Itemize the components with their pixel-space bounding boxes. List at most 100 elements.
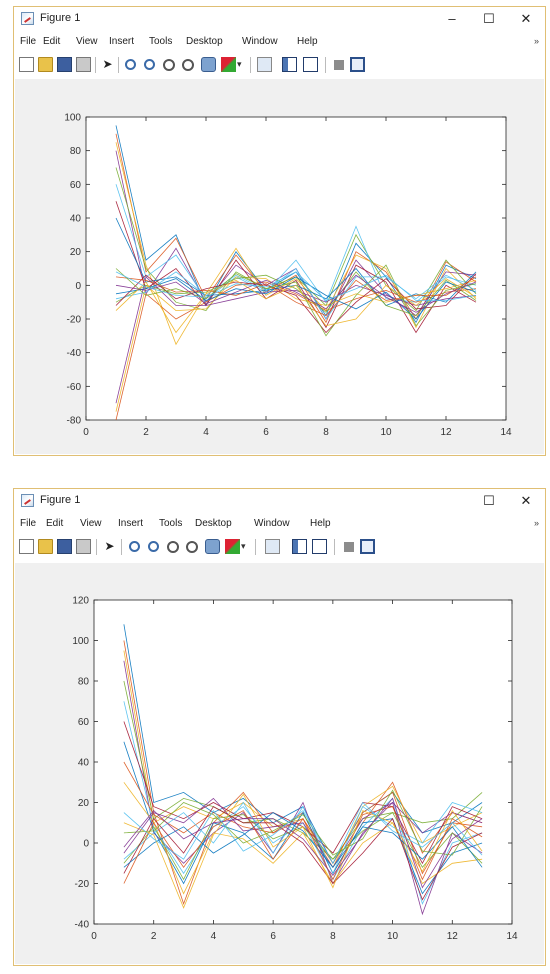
menu-edit[interactable]: Edit [46,518,64,529]
figure-toolbar: ➤ ▾ [14,536,545,558]
new-figure-icon[interactable] [19,539,34,554]
pan-icon[interactable] [163,59,175,71]
y-tick-label: 20 [70,247,82,258]
menu-file[interactable]: File [20,518,37,529]
menu-desktop[interactable]: Desktop [195,518,232,529]
new-figure-icon[interactable] [19,57,34,72]
zoom-out-icon[interactable] [144,59,155,70]
line-plot[interactable]: 0 2 4 6 8 10 12 14 -80 -60 -40 -20 0 20 40 60 80 100 [15,79,546,455]
data-series-line-20 [123,801,483,865]
data-series-line-3 [115,142,477,346]
data-series-line-17 [115,264,477,337]
dropdown-arrow-icon[interactable]: ▾ [237,59,242,69]
print-icon[interactable] [76,57,91,72]
colorbar-icon[interactable] [282,57,297,72]
save-icon[interactable] [57,57,72,72]
rotate-3d-icon[interactable] [186,541,198,553]
x-tick-label: 10 [387,931,399,942]
open-file-icon[interactable] [38,539,53,554]
toolbar-separator [118,57,119,73]
minimize-button[interactable]: – [448,11,456,26]
toolbar-separator [95,57,96,73]
dropdown-arrow-icon[interactable]: ▾ [241,541,246,551]
menu-help[interactable]: Help [297,36,318,47]
x-tick-label: 12 [440,427,452,438]
legend-icon[interactable] [303,57,318,72]
data-series-line-4 [123,660,483,916]
menu-overflow-icon[interactable]: » [533,36,539,46]
open-file-icon[interactable] [38,57,53,72]
menu-bar: File Edit View Insert Tools Desktop Wind… [14,34,545,52]
menu-window[interactable]: Window [242,36,278,47]
y-tick-label: 40 [78,758,90,769]
zoom-in-icon[interactable] [129,541,140,552]
menu-view[interactable]: View [76,36,98,47]
show-plot-tools-icon[interactable] [350,57,365,72]
edit-plot-arrow-icon[interactable]: ➤ [104,539,115,553]
maximize-button[interactable]: ☐ [483,11,495,26]
zoom-out-icon[interactable] [148,541,159,552]
data-series-line-16 [115,276,477,317]
data-series-line-9 [115,281,477,421]
x-tick-label: 6 [270,931,276,942]
x-tick-label: 6 [263,427,269,438]
plot-axes-box [93,599,513,925]
brush-icon[interactable] [225,539,240,554]
x-tick-label: 0 [91,931,97,942]
title-bar[interactable]: Figure 1 ☐ ✕ [14,489,545,513]
edit-plot-arrow-icon[interactable]: ➤ [102,57,113,71]
menu-overflow-icon[interactable]: » [533,518,539,528]
menu-window[interactable]: Window [254,518,290,529]
menu-edit[interactable]: Edit [43,36,61,47]
data-series-line-14 [123,806,483,901]
menu-insert[interactable]: Insert [109,36,135,47]
y-tick-label: -60 [67,382,82,393]
menu-tools[interactable]: Tools [159,518,183,529]
figure-canvas: 0 2 4 6 8 10 12 14 -80 -60 -40 -20 0 20 40 60 80 100 [15,79,544,454]
menu-help[interactable]: Help [310,518,331,529]
matlab-figure-icon [21,12,34,25]
menu-insert[interactable]: Insert [118,518,144,529]
brush-icon[interactable] [221,57,236,72]
link-plot-icon[interactable] [265,539,280,554]
y-tick-label: 80 [70,146,82,157]
print-icon[interactable] [76,539,91,554]
menu-file[interactable]: File [20,36,37,47]
close-button[interactable]: ✕ [520,493,532,508]
menu-tools[interactable]: Tools [149,36,173,47]
pan-icon[interactable] [167,541,179,553]
link-plot-icon[interactable] [257,57,272,72]
x-tick-label: 4 [211,931,217,942]
title-bar[interactable]: Figure 1 – ☐ ✕ [14,7,545,31]
rotate-3d-icon[interactable] [182,59,194,71]
data-cursor-icon[interactable] [201,57,216,72]
toolbar-separator [255,539,256,555]
toolbar-separator [121,539,122,555]
data-series-line-18 [123,793,483,909]
data-series-line-7 [115,201,477,334]
x-tick-label: 2 [143,427,149,438]
colorbar-icon[interactable] [292,539,307,554]
close-button[interactable]: ✕ [520,11,532,26]
line-plot[interactable]: 0 2 4 6 8 10 12 14 -40 -20 0 20 40 60 80 100 120 [15,563,546,965]
data-cursor-icon[interactable] [205,539,220,554]
maximize-button[interactable]: ☐ [483,493,495,508]
menu-desktop[interactable]: Desktop [186,36,223,47]
x-tick-label: 8 [330,931,336,942]
data-series-line-19 [123,797,483,889]
figure-window-2: Figure 1 ☐ ✕ File Edit View Insert Tools… [13,488,546,966]
menu-view[interactable]: View [80,518,102,529]
x-tick-label: 10 [380,427,392,438]
save-icon[interactable] [57,539,72,554]
data-series-line-8 [123,741,483,895]
y-tick-label: 60 [78,717,90,728]
zoom-in-icon[interactable] [125,59,136,70]
show-plot-tools-icon[interactable] [360,539,375,554]
y-tick-label: -40 [67,348,82,359]
x-tick-label: 14 [506,931,518,942]
hide-plot-tools-icon[interactable] [334,60,344,70]
y-tick-label: 100 [64,113,81,124]
x-tick-label: 8 [323,427,329,438]
hide-plot-tools-icon[interactable] [344,542,354,552]
legend-icon[interactable] [312,539,327,554]
